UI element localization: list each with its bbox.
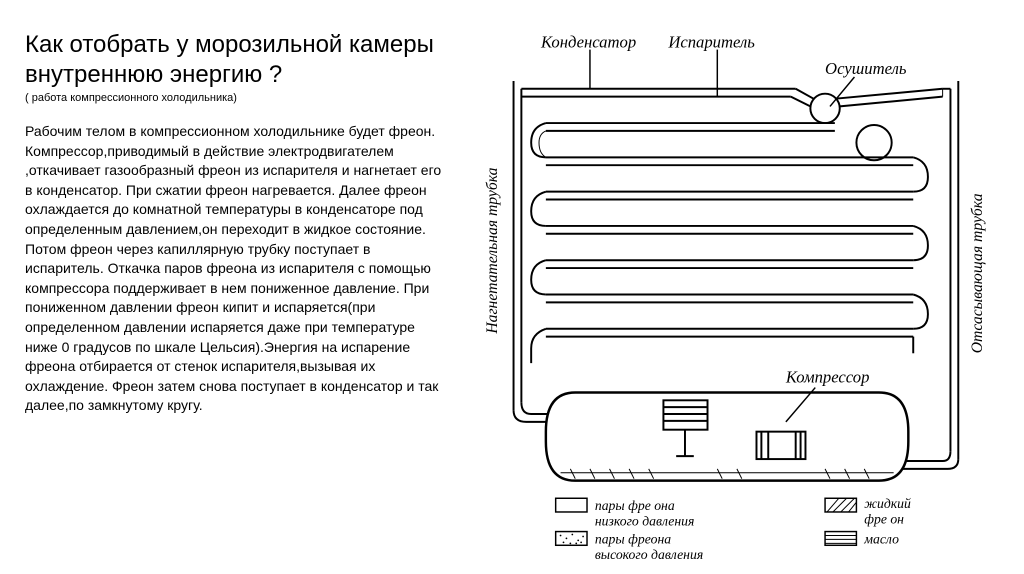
legend-lpv-1: пары фре она bbox=[595, 498, 675, 513]
suction-tube-label: Отсасывающая трубка bbox=[969, 193, 986, 353]
legend-oil: масло bbox=[863, 531, 899, 546]
page-title: Как отобрать у морозильной камеры внутре… bbox=[25, 30, 445, 90]
dryer-label: Осушитель bbox=[825, 59, 907, 78]
refrigeration-diagram: Конденсатор Испаритель Осушитель Нагнета… bbox=[455, 30, 1009, 559]
legend-lpv-2: низкого давления bbox=[595, 514, 695, 529]
compressor-label: Компрессор bbox=[785, 368, 870, 387]
body-text: Рабочим телом в компрессионном холодильн… bbox=[25, 122, 445, 416]
subtitle: ( работа компрессионного холодильника) bbox=[25, 92, 445, 104]
evaporator-label: Испаритель bbox=[667, 33, 755, 52]
discharge-tube-label: Нагнетательная трубка bbox=[484, 167, 501, 334]
legend-hpv-1: пары фреона bbox=[595, 531, 671, 546]
legend-liq-2: фре он bbox=[864, 512, 904, 527]
legend-liq-1: жидкий bbox=[864, 496, 911, 511]
legend-hpv-2: высокого давления bbox=[595, 547, 703, 559]
condenser-label: Конденсатор bbox=[540, 33, 636, 52]
